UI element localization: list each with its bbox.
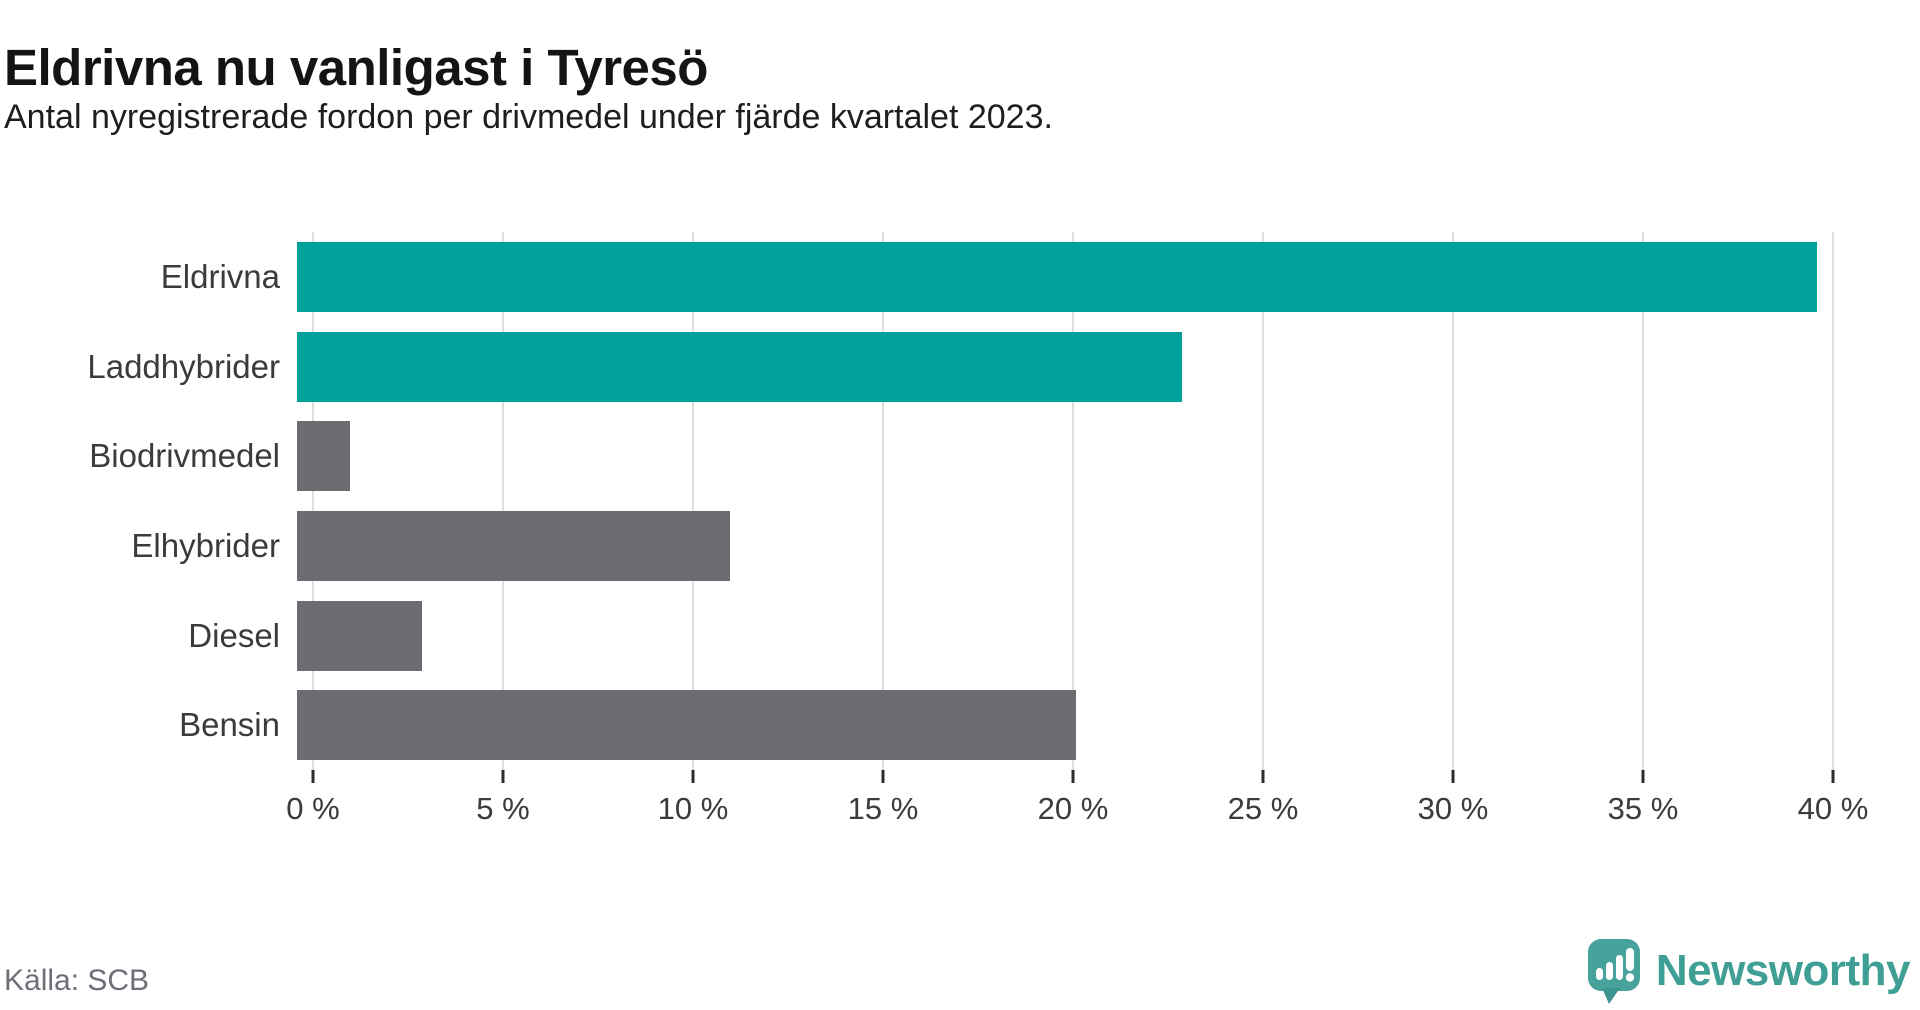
- newsworthy-logo-icon: [1587, 938, 1641, 1004]
- category-label-bensin: Bensin: [179, 706, 280, 744]
- bar-track-bensin: [297, 680, 1817, 770]
- chart-subtitle: Antal nyregistrerade fordon per drivmede…: [4, 98, 1053, 136]
- x-tick-label-40: 40 %: [1797, 791, 1869, 826]
- bar-row-laddhybrider: Laddhybrider: [0, 322, 1920, 412]
- bar-track-eldrivna: [297, 232, 1817, 322]
- category-label-eldrivna: Eldrivna: [160, 257, 280, 295]
- brand-wordmark: Newsworthy: [1655, 946, 1911, 995]
- x-tick-25: [1261, 770, 1265, 783]
- x-tick-15: [881, 770, 885, 783]
- gridline-0: [312, 232, 314, 770]
- x-tick-label-15: 15 %: [847, 791, 919, 826]
- bar-diesel: [297, 600, 423, 671]
- x-tick-label-10: 10 %: [657, 791, 729, 826]
- bar-track-laddhybrider: [297, 322, 1817, 412]
- x-tick-label-0: 0 %: [286, 791, 340, 826]
- x-tick-label-20: 20 %: [1037, 791, 1109, 826]
- category-label-laddhybrider: Laddhybrider: [87, 347, 280, 385]
- gridline-35: [1642, 232, 1644, 770]
- gridline-40: [1832, 232, 1834, 770]
- x-tick-30: [1451, 770, 1455, 783]
- chart-gridlines: [312, 232, 1834, 770]
- bar-biodrivmedel: [297, 421, 351, 492]
- bar-row-bensin: Bensin: [0, 680, 1920, 770]
- x-tick-35: [1641, 770, 1645, 783]
- x-axis: 0 % 5 % 10 % 15 % 20 % 25 % 30 % 35 % 40 %: [286, 770, 1868, 845]
- x-tick-20: [1071, 770, 1075, 783]
- x-tick-10: [691, 770, 695, 783]
- brand-logo: Newsworthy: [1587, 938, 1911, 1004]
- bar-row-biodrivmedel: Biodrivmedel: [0, 411, 1920, 501]
- category-label-elhybrider: Elhybrider: [131, 526, 280, 564]
- x-tick-label-30: 30 %: [1417, 791, 1489, 826]
- x-tick-label-25: 25 %: [1227, 791, 1299, 826]
- bar-track-elhybrider: [297, 501, 1817, 591]
- x-tick-40: [1831, 770, 1835, 783]
- gridline-20: [1072, 232, 1074, 770]
- x-tick-label-5: 5 %: [476, 791, 530, 826]
- bar-laddhybrider: [297, 331, 1183, 402]
- bar-row-elhybrider: Elhybrider: [0, 501, 1920, 591]
- bar-bensin: [297, 690, 1076, 761]
- gridline-5: [502, 232, 504, 770]
- source-credit: Källa: SCB: [4, 964, 150, 997]
- gridline-30: [1452, 232, 1454, 770]
- category-label-biodrivmedel: Biodrivmedel: [89, 437, 280, 475]
- category-label-diesel: Diesel: [188, 616, 280, 654]
- x-tick-0: [311, 770, 315, 783]
- bar-track-biodrivmedel: [297, 411, 1817, 501]
- x-tick-label-35: 35 %: [1607, 791, 1679, 826]
- gridline-10: [692, 232, 694, 770]
- bar-chart: Eldrivna Laddhybrider Biodrivmedel Elhybrid…: [0, 232, 1920, 770]
- bar-elhybrider: [297, 510, 731, 581]
- page-title: Eldrivna nu vanligast i Tyresö: [4, 39, 708, 97]
- bar-eldrivna: [297, 241, 1817, 312]
- bar-track-diesel: [297, 591, 1817, 681]
- bar-row-eldrivna: Eldrivna: [0, 232, 1920, 322]
- gridline-15: [882, 232, 884, 770]
- gridline-25: [1262, 232, 1264, 770]
- x-tick-5: [501, 770, 505, 783]
- bar-row-diesel: Diesel: [0, 591, 1920, 681]
